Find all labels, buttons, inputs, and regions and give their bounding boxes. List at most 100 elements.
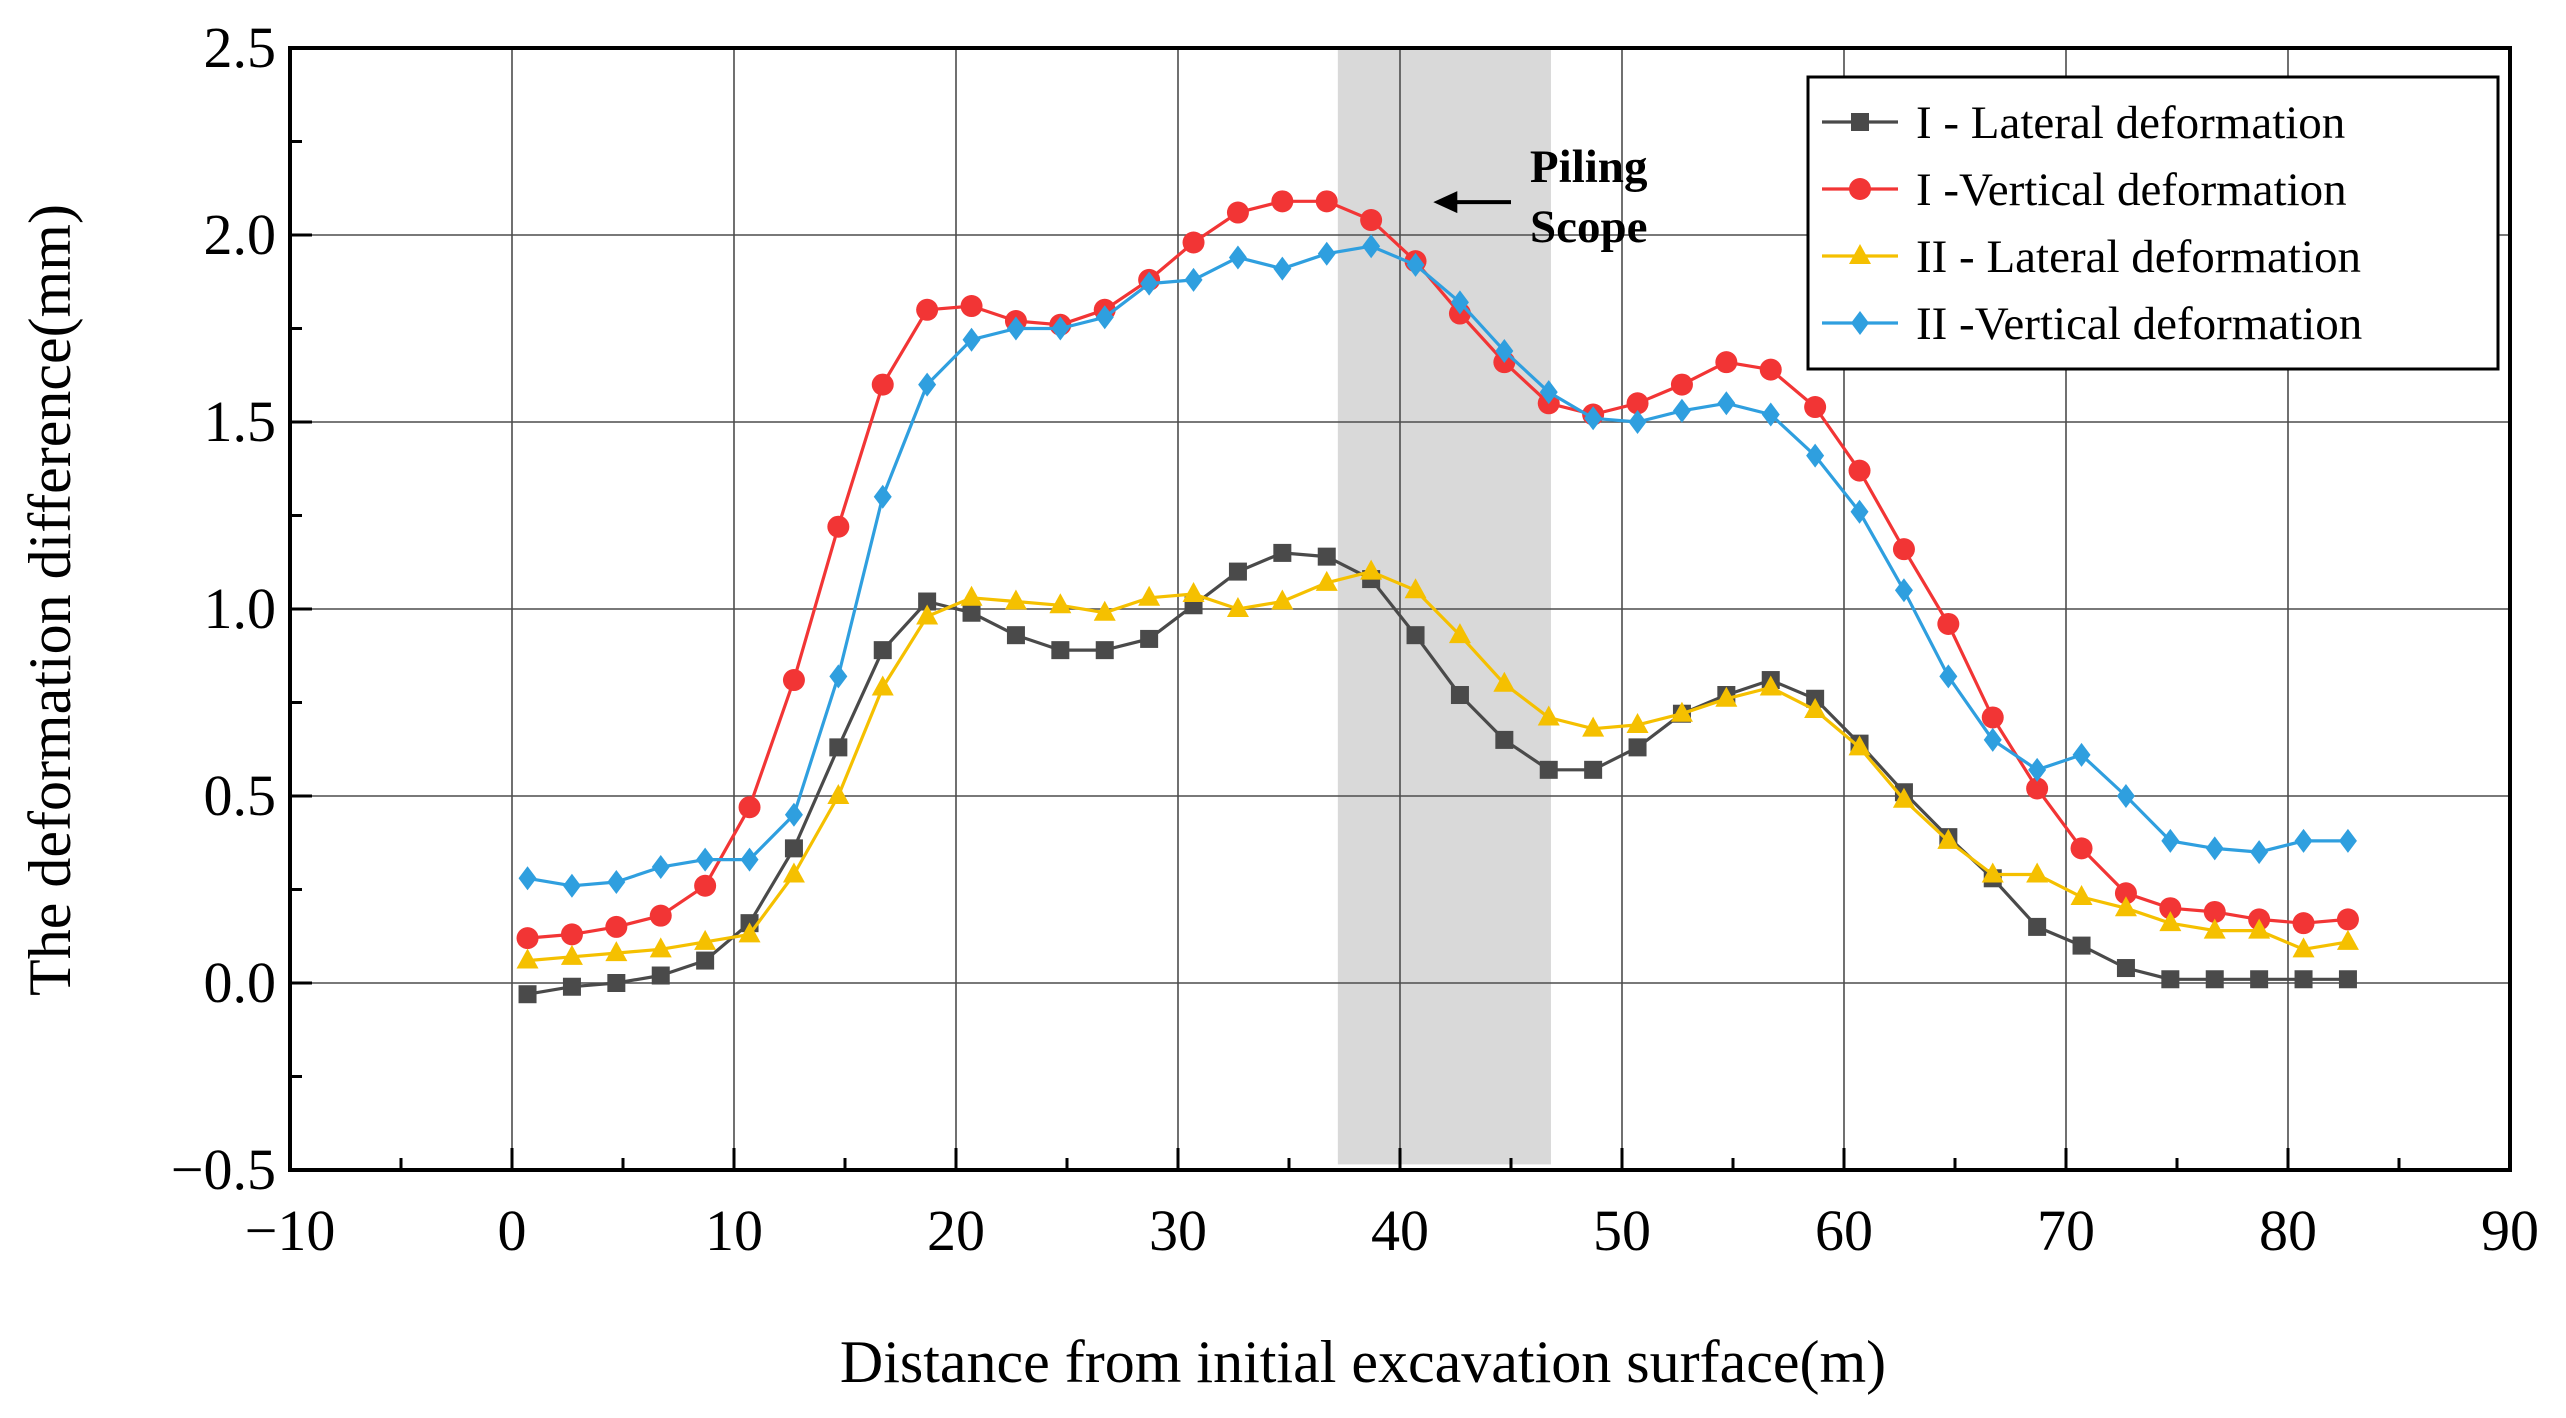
data-point <box>2338 828 2357 853</box>
data-point <box>1228 562 1247 581</box>
data-point <box>2248 918 2271 939</box>
data-point <box>1937 612 1960 635</box>
data-point <box>1937 828 1960 849</box>
data-point <box>1804 697 1827 718</box>
data-point <box>1981 706 2004 729</box>
data-point <box>2116 784 2135 808</box>
data-point <box>1140 271 1159 296</box>
data-point <box>829 738 848 757</box>
data-point <box>2114 896 2137 917</box>
data-point <box>2203 900 2226 923</box>
data-point <box>2159 911 2182 932</box>
data-point <box>1495 338 1514 363</box>
data-point <box>1715 686 1738 707</box>
data-point <box>1495 730 1514 749</box>
data-point <box>694 929 717 950</box>
data-point <box>516 927 539 950</box>
x-axis-title: Distance from initial excavation surface… <box>840 1329 1886 1395</box>
x-tick-label: 10 <box>705 1198 763 1263</box>
piling-scope-annotation: Piling Scope <box>1433 141 1648 253</box>
data-point <box>1759 358 1782 381</box>
data-point <box>1892 787 1915 808</box>
data-point <box>651 966 670 985</box>
data-point <box>1584 406 1603 431</box>
data-point <box>2294 970 2313 989</box>
data-point <box>1448 623 1471 644</box>
data-point <box>1093 600 1116 621</box>
data-point <box>1140 629 1159 648</box>
y-tick-label: −0.5 <box>171 1137 276 1202</box>
data-point <box>871 373 894 396</box>
legend-label: I -Vertical deformation <box>1916 164 2347 216</box>
data-point <box>1493 671 1516 692</box>
shade-layer <box>1337 48 1551 1165</box>
data-point <box>1226 201 1249 224</box>
data-point <box>2028 917 2047 936</box>
data-point <box>1582 716 1605 737</box>
y-tick-label: 1.0 <box>204 576 277 641</box>
x-tick-label: −10 <box>245 1198 336 1263</box>
legend-marker <box>1849 178 1871 200</box>
data-point <box>2338 970 2357 989</box>
data-point <box>2161 828 2180 853</box>
data-point <box>2292 912 2315 935</box>
data-point <box>1271 589 1294 610</box>
data-point <box>1626 392 1649 415</box>
data-point <box>1450 686 1469 705</box>
data-point <box>827 784 850 804</box>
data-point <box>960 295 983 318</box>
data-point <box>2203 918 2226 939</box>
data-point <box>1182 231 1205 254</box>
data-point <box>1981 862 2004 883</box>
legend-marker <box>1851 311 1869 335</box>
y-tick-label: 1.5 <box>204 389 277 454</box>
data-point <box>1628 410 1647 434</box>
data-point <box>738 796 761 819</box>
data-point <box>873 484 892 509</box>
data-point <box>1317 241 1336 266</box>
arrow-head-icon <box>1433 191 1458 214</box>
data-point <box>1850 499 1869 524</box>
data-point <box>1848 459 1871 482</box>
data-point <box>1450 290 1469 315</box>
data-point <box>2161 970 2180 989</box>
data-point <box>1051 641 1070 660</box>
data-point <box>1892 538 1915 561</box>
data-point <box>1273 256 1292 281</box>
legend: I - Lateral deformation I -Vertical defor… <box>1806 75 2500 371</box>
data-point <box>1670 701 1693 722</box>
data-point <box>1406 626 1425 645</box>
data-point <box>2292 937 2315 958</box>
data-point <box>2205 836 2224 861</box>
x-tick-label: 20 <box>927 1198 985 1263</box>
data-point <box>1182 582 1205 603</box>
data-point <box>782 862 805 883</box>
data-point <box>607 870 626 895</box>
data-point <box>518 985 537 1004</box>
data-point <box>562 977 581 996</box>
data-point <box>1184 267 1203 292</box>
y-tick-label: 0.5 <box>204 763 277 828</box>
data-point <box>1806 443 1825 468</box>
y-tick-label: 2.0 <box>204 202 277 267</box>
data-point <box>605 941 628 962</box>
x-tick-label: 70 <box>2037 1198 2095 1263</box>
data-point <box>2072 742 2091 767</box>
data-point <box>1004 589 1027 610</box>
x-tick-label: 60 <box>1815 1198 1873 1263</box>
data-point <box>696 951 715 970</box>
data-point <box>2250 840 2269 865</box>
data-point <box>1848 735 1871 756</box>
data-point <box>2116 959 2135 978</box>
data-point <box>1672 398 1691 423</box>
data-point <box>782 669 805 692</box>
data-point <box>560 923 583 946</box>
data-point <box>1095 641 1114 660</box>
data-point <box>2028 757 2047 782</box>
legend-marker <box>1851 113 1869 131</box>
data-point <box>2070 837 2093 860</box>
data-point <box>1670 373 1693 396</box>
piling-scope-region <box>1337 48 1551 1165</box>
x-tick-label: 90 <box>2481 1198 2539 1263</box>
data-point <box>1226 597 1249 617</box>
